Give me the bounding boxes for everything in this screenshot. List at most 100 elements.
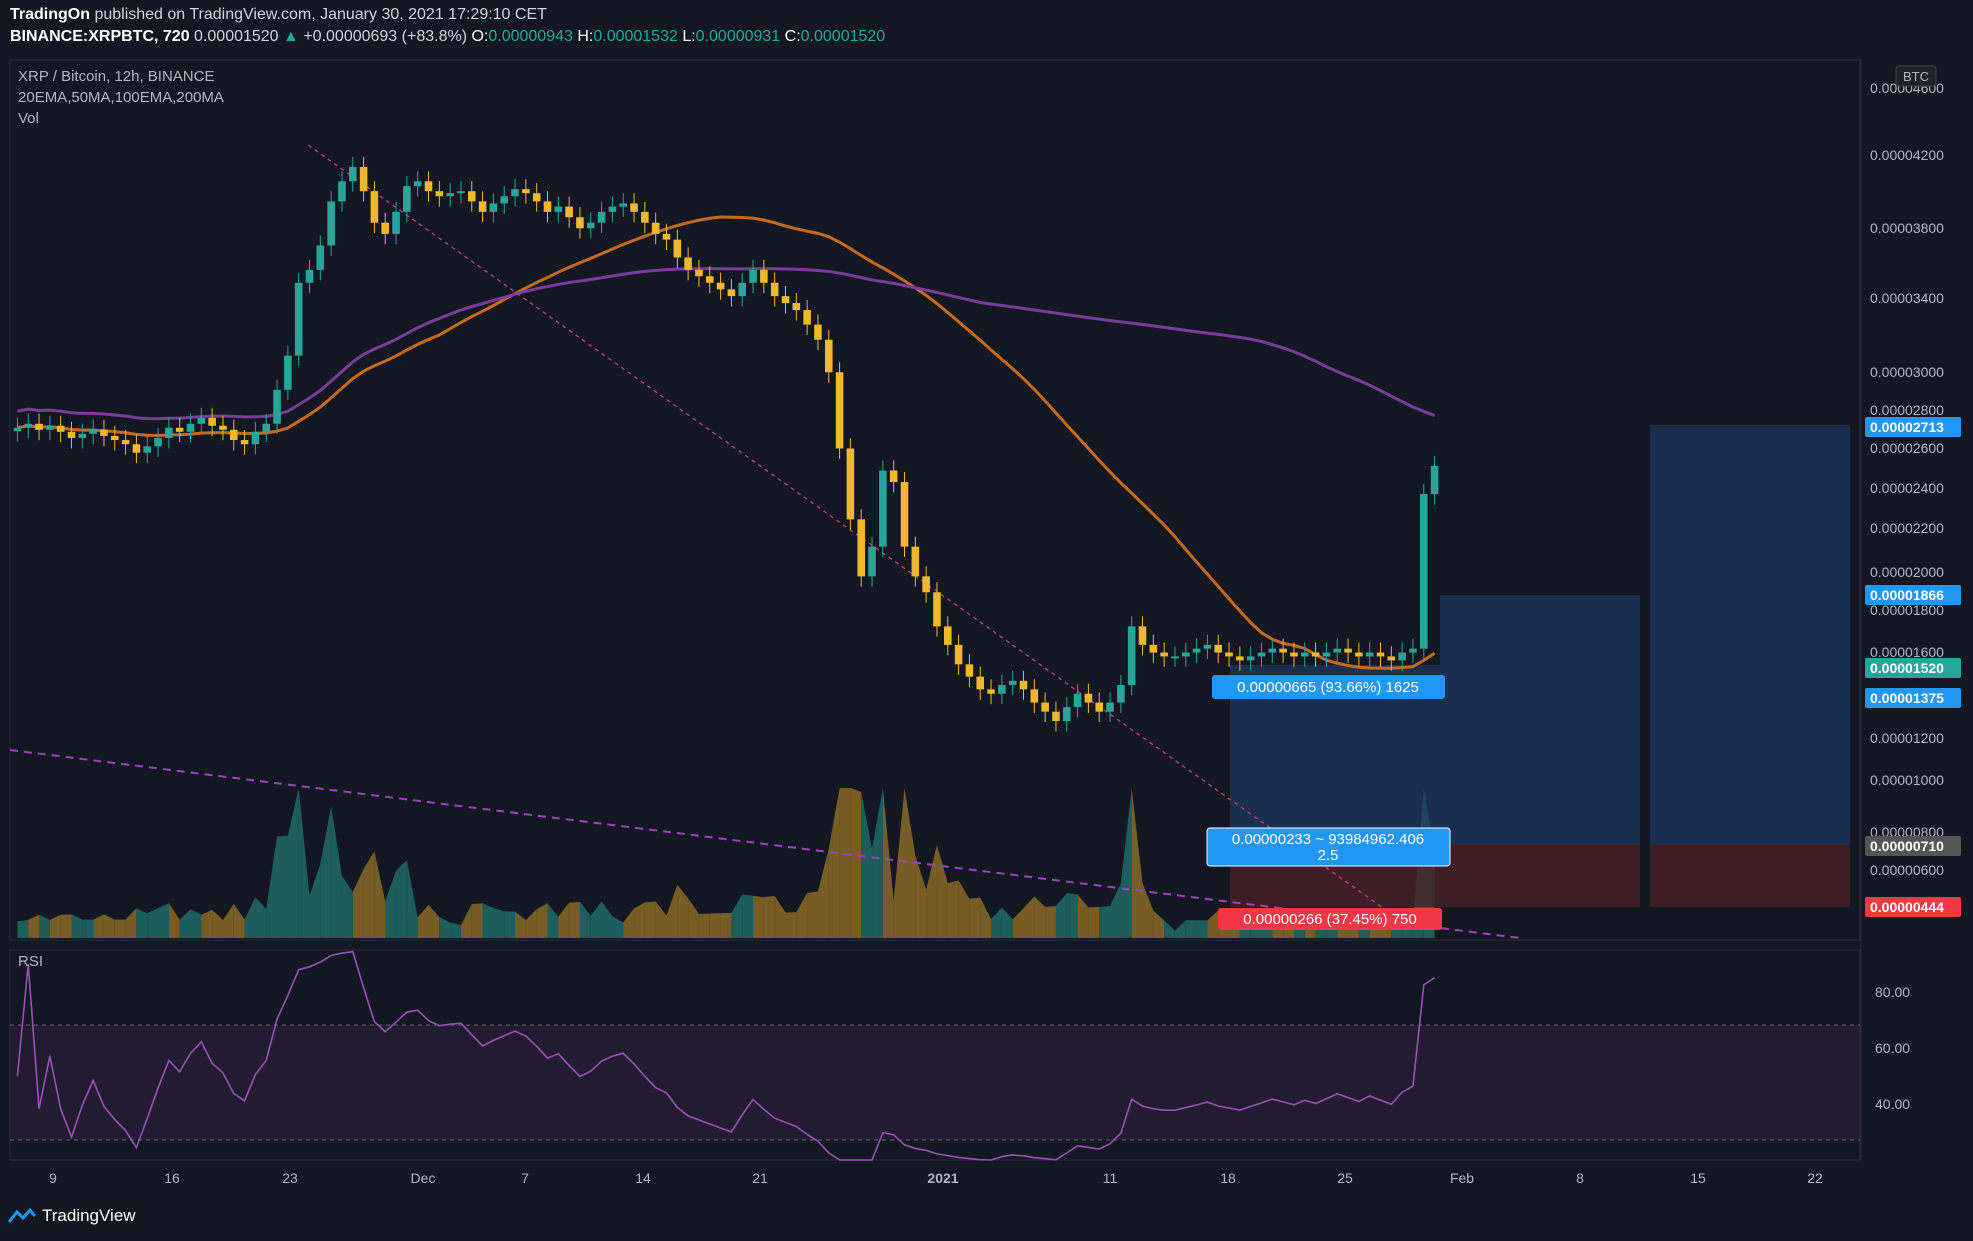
candle-body (1236, 656, 1244, 661)
candle-body (543, 201, 552, 212)
volume-area (147, 908, 159, 938)
volume-area (309, 863, 321, 938)
volume-area (1185, 920, 1197, 938)
volume-area (504, 911, 516, 938)
candle-body (1322, 652, 1331, 657)
rsi-line (16, 950, 1436, 1161)
price-tick-label: 0.00001200 (1870, 730, 1944, 746)
candle-body (803, 310, 811, 325)
volume-area (385, 870, 397, 938)
volume-area (623, 908, 635, 938)
candle-body (1062, 707, 1071, 722)
candle-body (1138, 626, 1147, 645)
footer-brand: TradingView (42, 1206, 136, 1225)
volume-area (688, 898, 699, 938)
currency-badge[interactable] (1895, 65, 1937, 87)
price-tags: 0.00002713 0.00001866 0.00001520 0.00001375… (1865, 417, 1961, 917)
candle-body (511, 189, 519, 197)
candle-body (922, 576, 930, 593)
volume-area (49, 914, 61, 938)
candle-body (197, 417, 206, 424)
candle-body (1387, 656, 1396, 661)
volume-area (396, 860, 407, 938)
rsi-axis[interactable]: 40.00 60.00 80.00 (1875, 984, 1910, 1112)
volume-area (1164, 920, 1175, 938)
price-tag (1865, 688, 1961, 708)
volume-area (666, 884, 678, 938)
tradingview-logo[interactable]: TradingView (8, 1206, 136, 1226)
price-tick-label: 0.00002600 (1870, 440, 1944, 456)
volume-area (807, 891, 818, 938)
candles (13, 156, 1439, 732)
time-tick-label: 8 (1576, 1170, 1584, 1186)
time-tick-label: 22 (1807, 1170, 1823, 1186)
price-axis[interactable]: 0.000004200.000006000.000008000.00001000… (1870, 80, 1944, 913)
candle-body (868, 546, 876, 577)
time-tick-label: 21 (752, 1170, 768, 1186)
candle-body (24, 423, 33, 428)
volume-area (634, 902, 645, 938)
time-tick-label: 14 (635, 1170, 651, 1186)
candle-body (1419, 494, 1428, 649)
candle-body (13, 427, 22, 432)
volume-area (103, 914, 115, 938)
volume-area (190, 909, 202, 938)
time-tick-label: 7 (521, 1170, 529, 1186)
volume-area (1001, 907, 1013, 938)
candle-body (175, 427, 184, 432)
downtrend-line (307, 144, 1401, 921)
open-label: O: (471, 28, 489, 45)
candle-body (381, 222, 390, 234)
candle-body (749, 269, 757, 283)
volume-area (590, 901, 602, 938)
price-tag-label: 0.00001520 (1870, 660, 1944, 676)
high-label: H: (577, 28, 594, 45)
candle-body (1355, 652, 1363, 657)
price-tick-label: 0.00001000 (1870, 772, 1944, 788)
price-tag-label: 0.00000444 (1870, 899, 1944, 915)
candle-body (424, 181, 433, 192)
candle-body (1409, 648, 1417, 653)
candle-body (705, 276, 714, 283)
time-axis[interactable]: 9 16 23 Dec 7 14 21 2021 11 18 25 Feb 8 15 22 (49, 1170, 1823, 1186)
candle-body (294, 282, 303, 356)
volume-area (320, 806, 332, 938)
volume-area (1066, 893, 1078, 938)
candle-body (1430, 465, 1439, 495)
volume-area (233, 903, 245, 938)
price-tick-label: 0.00004200 (1870, 147, 1944, 163)
candle-body (597, 211, 606, 223)
volume-area (450, 922, 461, 938)
candle-body (987, 689, 995, 694)
volume-area (1088, 906, 1100, 938)
price-tick-label: 0.00002400 (1870, 480, 1944, 496)
price-tick-label: 0.00003000 (1870, 364, 1944, 380)
volume-area (850, 788, 862, 938)
volume-area (28, 914, 40, 938)
entry-label-1: 0.00000233 ~ 93984962.406 (1232, 831, 1424, 848)
volume-area (839, 788, 851, 938)
symbol: BINANCE:XRPBTC, 720 (10, 28, 190, 45)
candle-body (1246, 656, 1255, 661)
candle-body (716, 282, 725, 290)
candle-body (478, 201, 487, 212)
candle-body (1398, 652, 1406, 661)
volume-area (763, 895, 775, 938)
price-tick-label: 0.00002200 (1870, 520, 1944, 536)
candle-body (435, 191, 444, 197)
candle-body (229, 429, 238, 441)
candle-body (1203, 644, 1212, 649)
candle-body (1117, 685, 1125, 703)
time-tick-label: 2021 (927, 1170, 958, 1186)
candle-body (900, 482, 909, 547)
candle-body (1225, 652, 1233, 657)
volume-area (136, 908, 148, 938)
candle-body (911, 546, 920, 577)
volume-area (709, 913, 721, 938)
volume-area (417, 904, 429, 938)
volume-area (352, 868, 364, 938)
candle-body (1030, 689, 1039, 703)
volume-area (774, 895, 786, 938)
candle-body (316, 245, 325, 270)
